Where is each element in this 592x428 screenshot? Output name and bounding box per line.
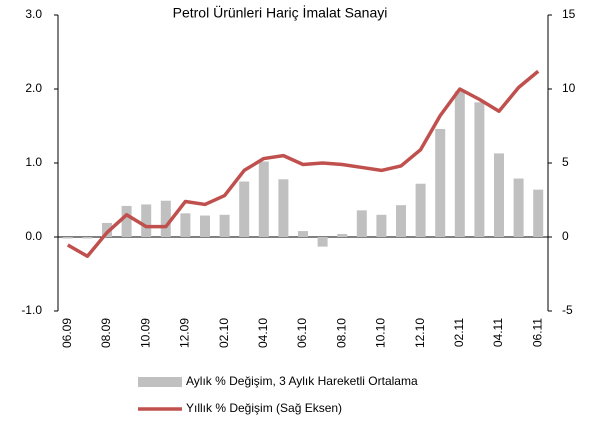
y-tick-label: 3.0 xyxy=(25,7,42,21)
bar xyxy=(533,189,544,237)
x-tick-label: 08.10 xyxy=(334,318,348,348)
y2-tick-label: 15 xyxy=(562,7,576,21)
bar xyxy=(82,237,93,239)
bar xyxy=(219,214,230,237)
x-tick-label: 02.10 xyxy=(217,318,231,348)
bar xyxy=(102,222,112,237)
x-tick-label: 06.11 xyxy=(530,318,544,347)
bar xyxy=(376,214,387,237)
y-tick-label: 1.0 xyxy=(25,155,42,169)
y2-tick-label: -5 xyxy=(562,303,573,317)
x-tick-label: 10.10 xyxy=(374,318,388,348)
bar xyxy=(317,237,328,247)
x-tick-label: 12.10 xyxy=(413,318,427,348)
x-tick-label: 04.11 xyxy=(491,318,505,347)
bar xyxy=(180,213,191,237)
legend-label: Yıllık % Değişim (Sağ Eksen) xyxy=(186,401,342,415)
bar xyxy=(337,234,348,237)
bar xyxy=(435,128,446,237)
x-tick-label: 08.09 xyxy=(99,318,113,348)
x-tick-label: 06.09 xyxy=(60,318,74,348)
x-tick-label: 06.10 xyxy=(295,318,309,348)
legend-swatch xyxy=(138,377,182,387)
bar xyxy=(415,183,426,237)
bar xyxy=(62,237,73,239)
bar xyxy=(121,205,132,237)
y-tick-label: 0.0 xyxy=(25,229,42,243)
y2-tick-label: 5 xyxy=(562,155,569,169)
bar xyxy=(278,179,289,237)
bar xyxy=(474,102,485,237)
y2-tick-label: 10 xyxy=(562,81,576,95)
bar xyxy=(454,91,465,237)
bar xyxy=(396,205,406,237)
legend-label: Aylık % Değişim, 3 Aylık Hareketli Ortal… xyxy=(186,374,418,388)
bar xyxy=(494,153,504,237)
x-tick-label: 12.09 xyxy=(178,318,192,348)
y-tick-label: -1.0 xyxy=(21,303,42,317)
y2-tick-label: 0 xyxy=(562,229,569,243)
bar xyxy=(356,210,367,237)
x-tick-label: 04.10 xyxy=(256,318,270,348)
y-tick-label: 2.0 xyxy=(25,81,42,95)
bar xyxy=(239,181,250,237)
x-tick-label: 02.11 xyxy=(452,318,466,347)
bar xyxy=(160,200,171,237)
bar xyxy=(141,204,152,237)
line xyxy=(66,69,540,258)
bar xyxy=(200,215,210,237)
chart-title: Petrol Ürünleri Hariç İmalat Sanayi xyxy=(173,4,388,21)
x-tick-label: 10.09 xyxy=(138,318,152,348)
bar xyxy=(298,231,308,237)
bar xyxy=(513,178,524,237)
bar xyxy=(258,161,269,237)
